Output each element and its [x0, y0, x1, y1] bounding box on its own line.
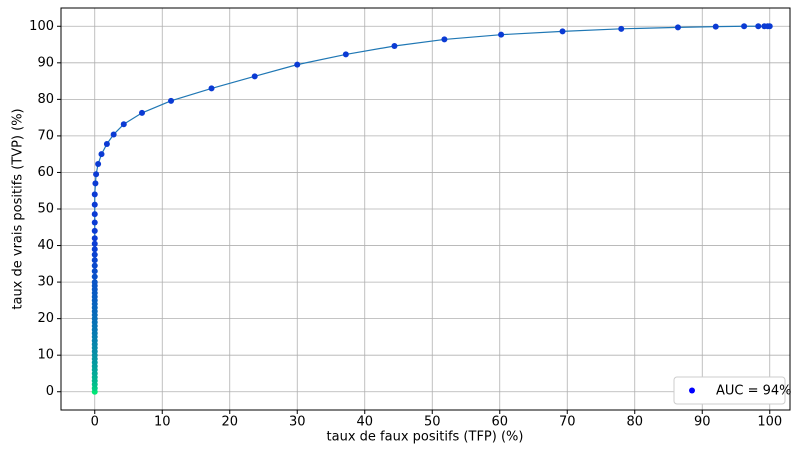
- point: [91, 191, 98, 198]
- x-tick-label: 70: [559, 415, 576, 430]
- point: [755, 23, 762, 30]
- point: [91, 227, 98, 234]
- y-tick-label: 20: [37, 311, 54, 326]
- point: [294, 61, 301, 68]
- point: [91, 219, 98, 226]
- x-tick-label: 10: [154, 415, 171, 430]
- y-tick-label: 80: [37, 92, 54, 107]
- point: [618, 25, 625, 32]
- y-tick-label: 70: [37, 128, 54, 143]
- point: [498, 31, 505, 38]
- x-axis-label: taux de faux positifs (TFP) (%): [327, 430, 524, 445]
- y-tick-label: 50: [37, 202, 54, 217]
- x-tick-label: 50: [424, 415, 441, 430]
- x-tick-label: 60: [491, 415, 508, 430]
- point: [91, 257, 98, 264]
- x-tick-label: 80: [626, 415, 643, 430]
- point: [120, 121, 127, 128]
- point: [91, 251, 98, 258]
- y-tick-label: 100: [29, 19, 54, 34]
- y-tick-label: 30: [37, 275, 54, 290]
- point: [251, 73, 258, 80]
- point: [91, 240, 98, 247]
- point: [559, 28, 566, 35]
- legend-label: AUC = 94%: [716, 384, 792, 399]
- y-tick-label: 90: [37, 55, 54, 70]
- point: [91, 235, 98, 242]
- x-tick-label: 0: [91, 415, 99, 430]
- point: [741, 23, 748, 30]
- point: [168, 97, 175, 104]
- point: [766, 23, 773, 30]
- point: [391, 43, 398, 50]
- y-tick-label: 40: [37, 238, 54, 253]
- y-tick-label: 10: [37, 348, 54, 363]
- point: [91, 262, 98, 269]
- point: [712, 23, 719, 30]
- point: [110, 131, 117, 138]
- point: [95, 161, 102, 168]
- legend-box: [673, 376, 786, 405]
- point: [342, 51, 349, 58]
- point: [91, 211, 98, 218]
- point: [98, 151, 105, 158]
- point: [208, 85, 215, 92]
- x-tick-label: 100: [757, 415, 782, 430]
- point: [91, 201, 98, 208]
- y-axis-label: taux de vrais positifs (TVP) (%): [11, 108, 26, 309]
- x-tick-label: 30: [289, 415, 306, 430]
- point: [139, 109, 145, 116]
- x-tick-label: 90: [694, 415, 711, 430]
- y-tick-label: 0: [46, 384, 54, 399]
- x-tick-label: 40: [356, 415, 373, 430]
- x-tick-label: 20: [221, 415, 238, 430]
- point: [91, 273, 98, 280]
- plot-frame: [60, 7, 791, 411]
- point: [91, 279, 98, 286]
- legend-marker: [689, 387, 695, 394]
- point: [91, 246, 98, 253]
- point: [441, 36, 448, 43]
- point: [93, 171, 100, 178]
- point: [103, 140, 110, 147]
- point: [91, 268, 98, 275]
- point: [674, 24, 681, 31]
- y-tick-label: 60: [37, 165, 54, 180]
- point: [92, 180, 99, 187]
